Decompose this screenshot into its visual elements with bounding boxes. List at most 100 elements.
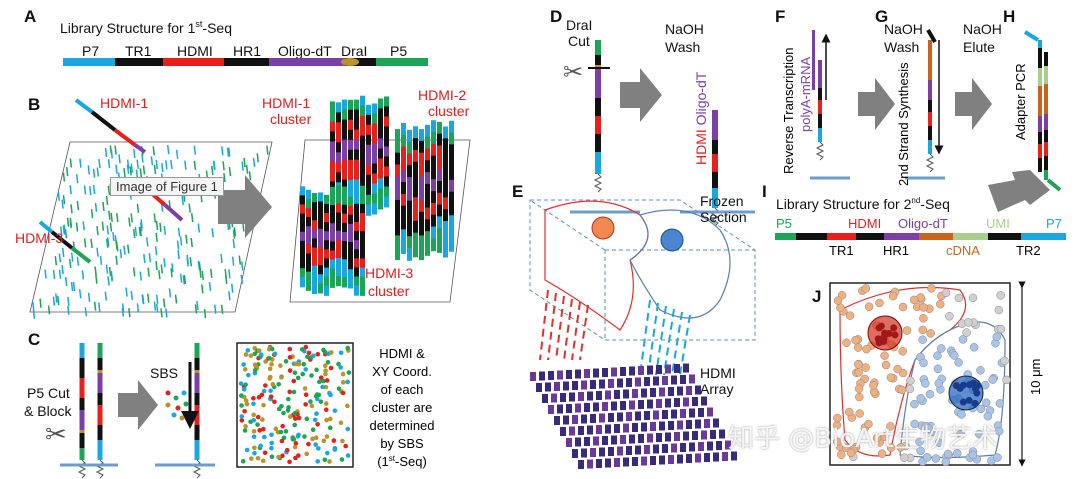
cluster-dot	[260, 426, 266, 432]
strand-segment	[818, 128, 822, 142]
label-p5-cut: P5 Cut	[27, 385, 70, 401]
cluster-segment	[419, 188, 424, 201]
cluster-segment	[366, 184, 371, 196]
projection-red	[539, 289, 549, 361]
cluster-segment	[425, 231, 430, 245]
cluster-segment	[354, 249, 359, 260]
svg-text:determined: determined	[369, 418, 434, 433]
cluster-dot	[276, 406, 282, 412]
array-feature	[668, 421, 674, 430]
pcr-segment	[1044, 66, 1048, 84]
molecule-dash	[96, 226, 99, 236]
array-feature	[602, 402, 608, 411]
cluster-segment	[401, 122, 406, 136]
array-feature	[548, 371, 554, 380]
cluster-dot	[276, 454, 281, 460]
arrow-b	[218, 175, 272, 238]
cluster-dot	[315, 459, 321, 464]
cluster-dot	[338, 365, 343, 370]
array-feature	[581, 380, 587, 390]
molecule-dash	[126, 164, 130, 174]
transcript-dot	[916, 446, 925, 456]
label-hdmi-array-1: HDMI	[700, 365, 736, 381]
molecule-dash	[81, 270, 85, 280]
array-feature	[545, 382, 551, 392]
cluster-dot	[322, 363, 328, 369]
linker-icon	[815, 141, 825, 161]
molecule-dash	[221, 146, 224, 156]
cluster-segment	[300, 222, 305, 233]
molecule-dash	[143, 253, 146, 264]
cluster-segment	[300, 195, 305, 206]
cluster-segment	[312, 256, 317, 267]
linker-icon	[192, 459, 202, 479]
cluster-dot	[262, 450, 268, 456]
cluster-segment	[360, 240, 365, 251]
label-cluster-2-b: cluster	[428, 103, 470, 119]
cluster-segment	[330, 241, 335, 252]
array-feature	[587, 459, 593, 469]
array-feature	[686, 454, 692, 463]
cluster-segment	[318, 274, 323, 285]
cluster-dot	[258, 443, 264, 449]
cluster-segment	[306, 217, 311, 228]
molecule-dash	[240, 274, 244, 285]
cluster-segment	[449, 156, 454, 170]
cluster-segment	[354, 149, 359, 161]
cluster-dot	[272, 399, 277, 405]
cluster-dot	[339, 457, 345, 462]
cluster-segment	[354, 129, 359, 141]
cluster-segment	[318, 265, 323, 276]
cluster-segment	[300, 213, 305, 224]
molecule-dash	[228, 291, 231, 301]
transcript-dot	[988, 375, 997, 384]
array-feature	[623, 457, 629, 467]
molecule-dash	[177, 227, 181, 237]
molecule-dash	[232, 229, 236, 239]
cluster-segment	[348, 214, 353, 225]
transcript-dot	[861, 363, 870, 372]
cluster-dot	[248, 353, 254, 358]
cluster-segment	[407, 165, 412, 179]
cluster-dot	[280, 453, 285, 459]
panel-j-letter: J	[812, 287, 821, 306]
array-feature	[557, 404, 563, 414]
cluster-dot	[251, 417, 257, 423]
cluster-segment	[342, 277, 347, 288]
molecule-dash	[211, 228, 214, 238]
array-feature	[647, 365, 653, 375]
arrow-f	[858, 78, 895, 130]
array-feature	[587, 391, 593, 401]
cluster-segment	[401, 158, 406, 172]
cluster-segment	[366, 164, 371, 176]
transcript-dot	[851, 335, 860, 345]
molecule-dash	[52, 296, 56, 306]
strand-segment	[194, 343, 200, 358]
nuclear-dot	[965, 396, 973, 404]
projection-blue	[655, 305, 667, 376]
cluster-segment	[342, 250, 347, 261]
molecule-dash	[101, 221, 105, 231]
molecule-dash	[197, 223, 201, 233]
strand-segment	[595, 98, 601, 116]
cluster-segment	[449, 144, 454, 158]
molecule-dash	[166, 144, 170, 155]
strand-segment	[928, 100, 932, 112]
cluster-segment	[336, 112, 341, 124]
arrow-h	[988, 170, 1050, 212]
molecule-dash	[156, 303, 159, 313]
array-feature	[656, 433, 662, 442]
cluster-dot	[321, 438, 327, 444]
cluster-segment	[401, 229, 406, 243]
array-feature	[629, 366, 635, 376]
cluster-dot	[345, 379, 350, 385]
molecule-dash	[211, 165, 214, 176]
arrow-d	[620, 68, 662, 122]
cluster-dot	[251, 396, 256, 401]
cluster-dot	[284, 447, 290, 453]
nucleotide-dot	[181, 390, 187, 396]
cluster-segment	[306, 208, 311, 219]
cluster-segment	[431, 155, 436, 169]
cluster-segment	[443, 185, 448, 199]
transcript-dot	[916, 394, 926, 403]
